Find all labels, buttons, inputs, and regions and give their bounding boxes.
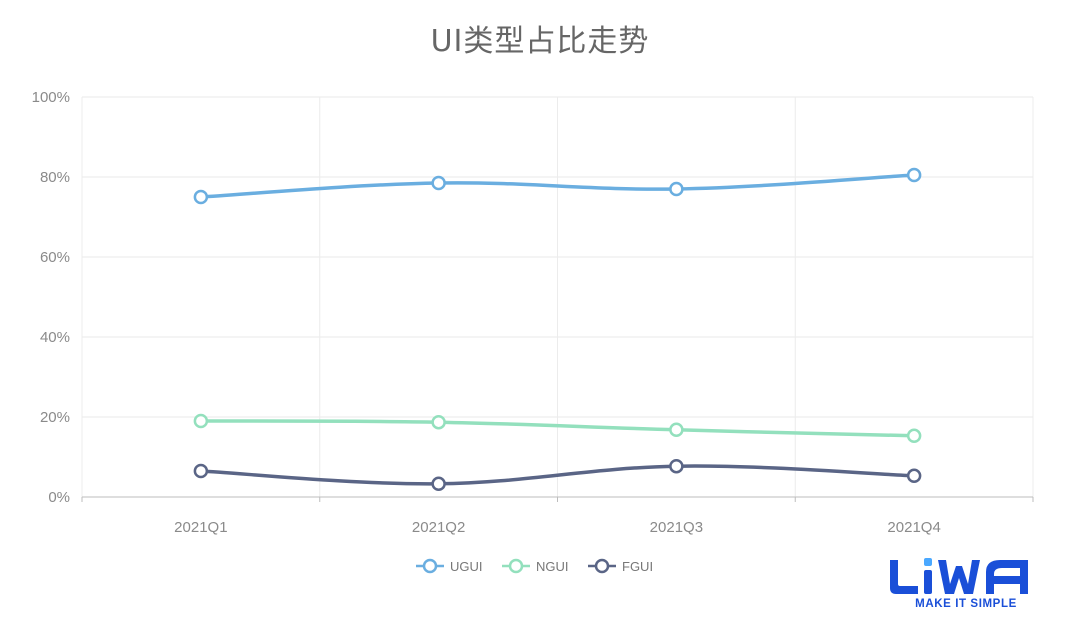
legend-label: NGUI bbox=[536, 559, 569, 574]
data-point[interactable] bbox=[193, 413, 209, 429]
x-tick-label: 2021Q2 bbox=[412, 519, 465, 536]
legend-swatch-marker bbox=[594, 558, 610, 574]
liwa-logo-mark bbox=[890, 558, 1028, 594]
x-tick-label: 2021Q3 bbox=[650, 519, 703, 536]
series-line bbox=[199, 173, 916, 199]
legend-label: UGUI bbox=[450, 559, 483, 574]
data-point[interactable] bbox=[193, 189, 209, 205]
grid-lines bbox=[81, 96, 1034, 497]
y-tick-label: 100% bbox=[32, 89, 70, 106]
x-tick-label: 2021Q1 bbox=[174, 519, 227, 536]
logo-tagline: MAKE IT SIMPLE bbox=[915, 598, 1017, 610]
series-ngui[interactable] bbox=[193, 413, 922, 444]
y-tick-label: 80% bbox=[40, 169, 70, 186]
axes: 0% 20% 40% 60% 80% 100% 2021Q1 2021Q2 2021Q3 2021… bbox=[32, 89, 1034, 536]
chart-title: UI类型占比走势 bbox=[430, 24, 650, 59]
legend-item-ugui[interactable]: UGUI bbox=[416, 558, 483, 574]
series-fgui[interactable] bbox=[193, 458, 922, 492]
data-point[interactable] bbox=[669, 181, 684, 197]
legend[interactable]: UGUI NGUI FGUI bbox=[416, 558, 653, 574]
data-point[interactable] bbox=[906, 468, 922, 484]
x-tick-label: 2021Q4 bbox=[887, 519, 940, 536]
data-point[interactable] bbox=[193, 463, 209, 479]
y-tick-label: 40% bbox=[40, 329, 70, 346]
data-point[interactable] bbox=[906, 428, 922, 444]
series-lines bbox=[193, 167, 922, 492]
legend-swatch-marker bbox=[422, 558, 438, 574]
data-point[interactable] bbox=[669, 422, 684, 438]
y-tick-label: 20% bbox=[40, 409, 70, 426]
y-tick-label: 0% bbox=[48, 489, 70, 506]
series-line bbox=[199, 419, 916, 438]
liwa-logo bbox=[882, 552, 1050, 616]
series-ugui[interactable] bbox=[193, 167, 922, 205]
data-point[interactable] bbox=[431, 414, 446, 430]
data-point[interactable] bbox=[431, 175, 446, 191]
legend-label: FGUI bbox=[622, 559, 653, 574]
legend-item-fgui[interactable]: FGUI bbox=[588, 558, 653, 574]
legend-swatch-marker bbox=[508, 558, 524, 574]
series-line bbox=[199, 464, 916, 486]
y-tick-label: 60% bbox=[40, 249, 70, 266]
data-point[interactable] bbox=[669, 458, 684, 474]
data-point[interactable] bbox=[906, 167, 922, 183]
legend-item-ngui[interactable]: NGUI bbox=[502, 558, 569, 574]
data-point[interactable] bbox=[431, 476, 446, 492]
